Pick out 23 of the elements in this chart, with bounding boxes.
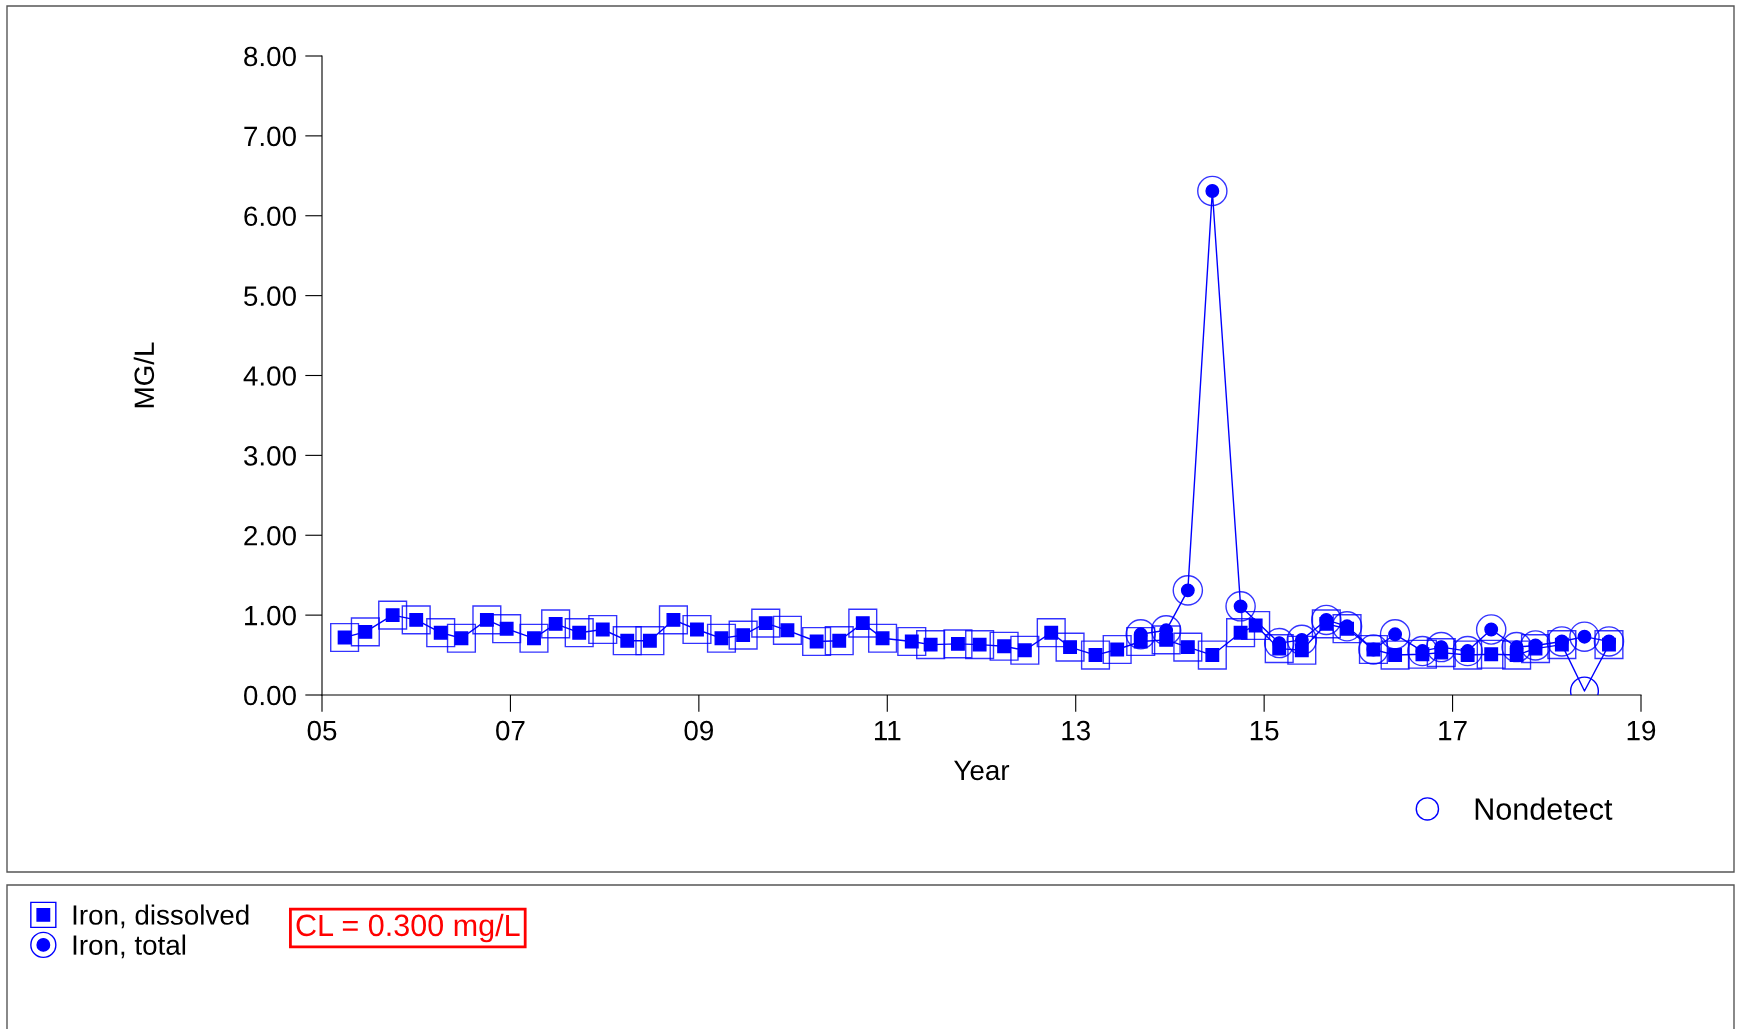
y-tick-label: 3.00	[244, 446, 296, 466]
x-tick-label: 15	[1250, 721, 1279, 741]
y-tick-label: 1.00	[245, 605, 296, 626]
y-tick-label: 2.00	[244, 525, 296, 546]
x-axis-title: Year	[954, 760, 1010, 781]
y-tick-label: 5.00	[244, 286, 296, 306]
y-tick-label: 8.00	[244, 46, 296, 67]
y-tick-label: 0.00	[244, 685, 296, 706]
legend-label: Iron, total	[73, 934, 186, 959]
x-tick-label: 09	[684, 720, 713, 741]
y-tick-label: 6.00	[244, 206, 296, 227]
x-tick-label: 05	[307, 720, 337, 741]
y-tick-label: 7.00	[244, 126, 296, 147]
x-tick-label: 19	[1627, 720, 1656, 741]
x-tick-label: 11	[874, 721, 901, 741]
y-axis-title: MG/L	[133, 342, 155, 408]
legend-label: Nondetect	[1475, 797, 1613, 820]
legend-label: Iron, dissolved	[73, 904, 249, 929]
x-tick-label: 13	[1062, 720, 1090, 741]
text: CL = 0.300 mg/L	[296, 913, 520, 943]
x-tick-label: 07	[496, 720, 525, 741]
x-tick-label: 17	[1439, 721, 1467, 741]
y-tick-label: 4.00	[243, 366, 296, 386]
